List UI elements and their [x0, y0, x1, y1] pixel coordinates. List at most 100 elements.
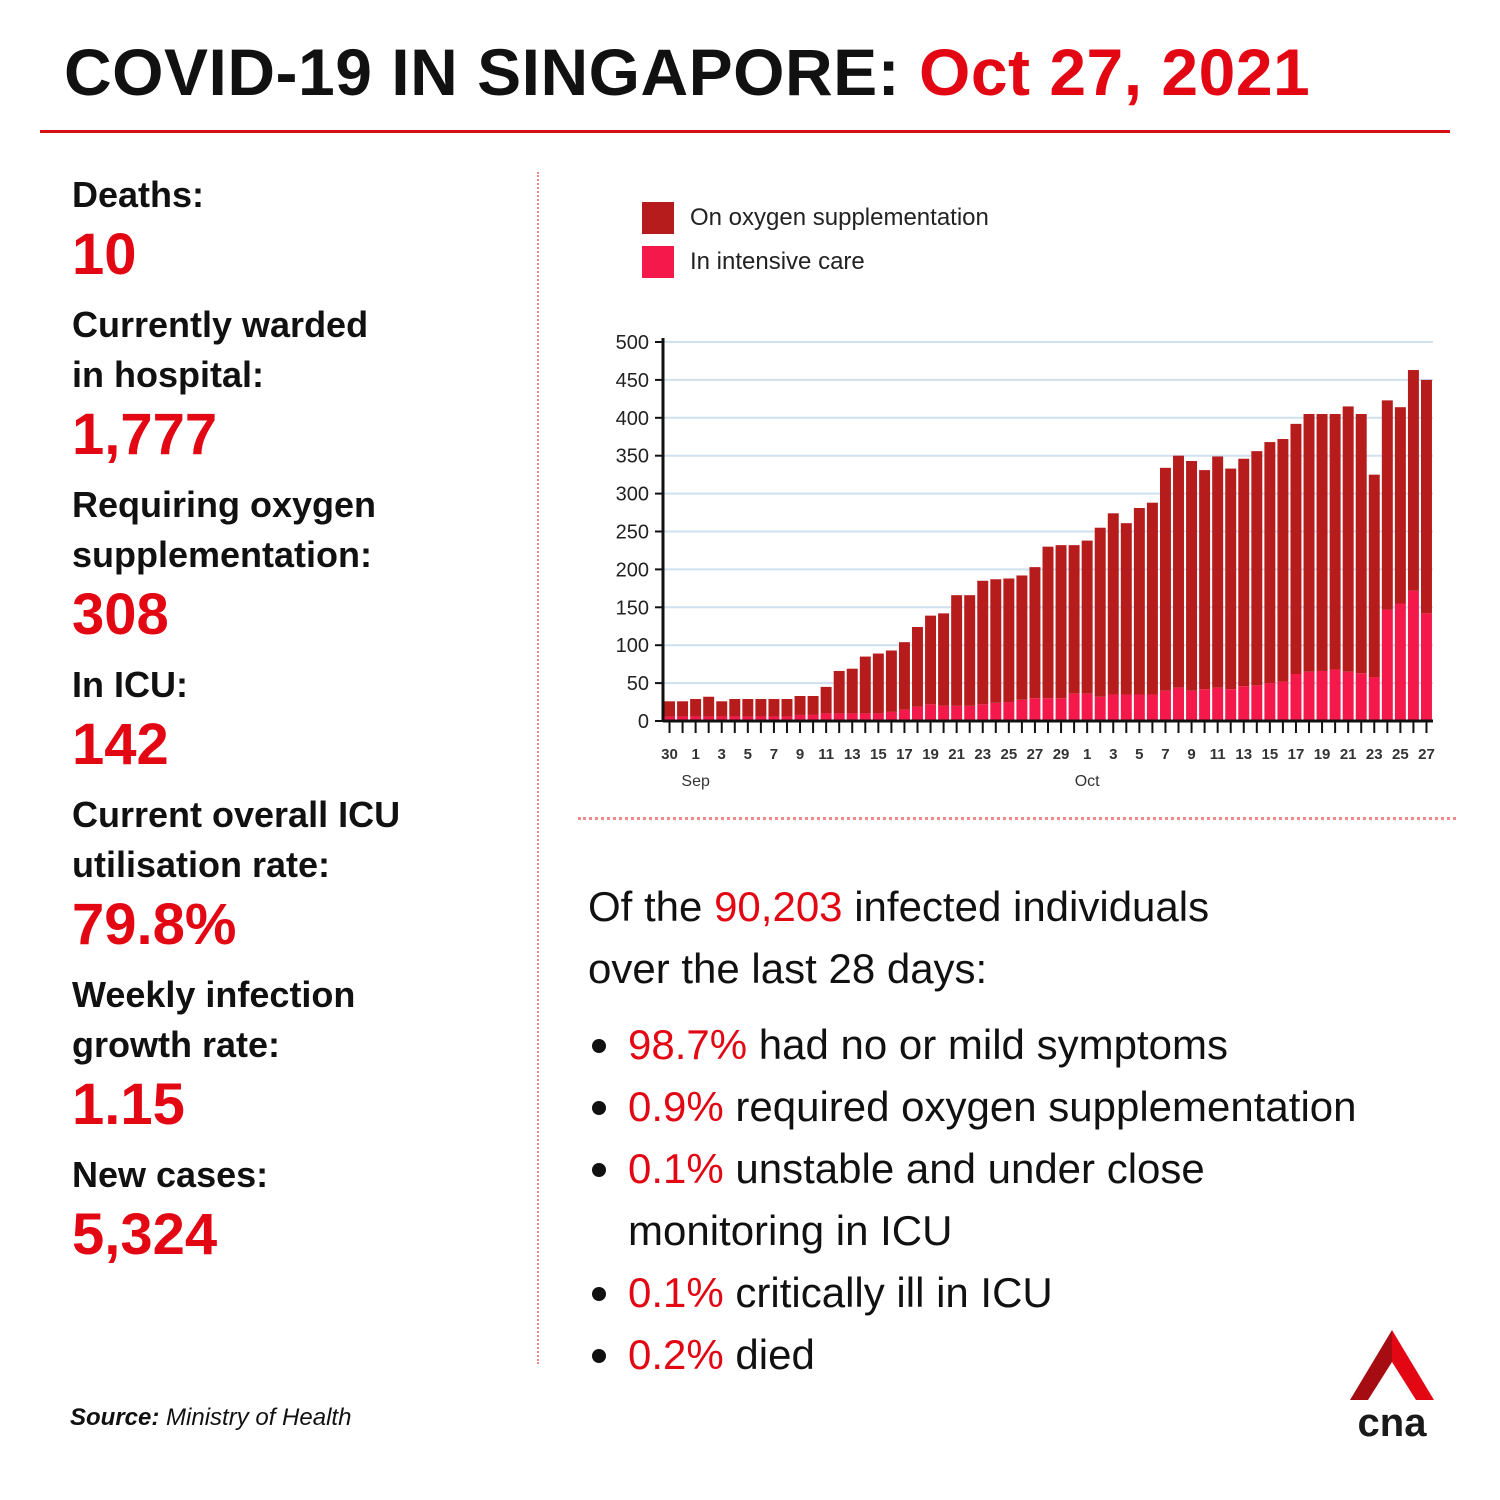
bullet-text: died: [735, 1331, 815, 1378]
summary-prefix: Of the: [588, 883, 703, 930]
bar-icu: [1199, 689, 1211, 721]
bar-oxygen: [1003, 578, 1015, 703]
stat-label: New cases:: [72, 1154, 269, 1195]
bar-icu: [938, 705, 950, 721]
summary-heading: Of the 90,203 infected individuals: [588, 876, 1478, 938]
x-tick-label: 25: [1001, 746, 1018, 763]
x-month-label: Oct: [1075, 773, 1100, 790]
bar-icu: [1355, 673, 1367, 721]
bar-oxygen: [677, 701, 689, 717]
x-tick-label: 3: [718, 746, 726, 763]
x-tick-label: 23: [974, 746, 991, 763]
x-tick-label: 19: [922, 746, 939, 763]
cna-logo: cna: [1350, 1330, 1434, 1442]
summary-heading-line2: over the last 28 days:: [588, 945, 988, 992]
bar-oxygen: [1225, 468, 1237, 690]
bar-icu: [716, 716, 728, 721]
bar-oxygen: [1368, 474, 1380, 678]
bar-icu: [1003, 702, 1015, 721]
y-tick-label: 300: [616, 484, 649, 506]
bar-oxygen: [1016, 575, 1028, 700]
stat-label: Weekly infection: [72, 974, 356, 1015]
bar-icu: [781, 716, 793, 721]
bar-oxygen: [1107, 513, 1119, 695]
x-tick-label: 17: [1288, 746, 1305, 763]
x-tick-label: 30: [661, 746, 678, 763]
bar-icu: [1159, 690, 1171, 721]
bar-icu: [1068, 693, 1080, 721]
source-text: Ministry of Health: [166, 1404, 352, 1431]
source-note: Source: Ministry of Health: [70, 1404, 351, 1432]
bar-icu: [1094, 696, 1106, 721]
x-tick-label: 5: [1135, 746, 1143, 763]
x-tick-label: 27: [1418, 746, 1435, 763]
bar-oxygen: [898, 642, 910, 710]
bar-oxygen: [1420, 379, 1432, 614]
stat-value: 5,324: [72, 1202, 218, 1267]
bar-icu: [1329, 669, 1341, 721]
x-tick-label: 13: [1235, 746, 1252, 763]
bar-oxygen: [872, 653, 884, 714]
bar-oxygen: [690, 699, 702, 717]
bar-oxygen: [1277, 439, 1289, 682]
bar-oxygen: [1394, 407, 1406, 604]
legend-swatch-oxygen: [642, 202, 674, 234]
x-tick-label: 1: [691, 746, 699, 763]
y-tick-label: 400: [616, 408, 649, 430]
bar-icu: [1186, 690, 1198, 721]
x-tick-label: 3: [1109, 746, 1117, 763]
bar-icu: [768, 716, 780, 721]
x-month-label: Sep: [681, 773, 710, 790]
bar-icu: [1407, 590, 1419, 721]
bar-oxygen: [1133, 508, 1145, 695]
stat-value: 142: [72, 712, 169, 777]
bar-icu: [1055, 698, 1067, 721]
list-item: 0.1% unstable and under close monitoring…: [588, 1138, 1308, 1262]
y-tick-label: 50: [627, 673, 649, 695]
bar-icu: [885, 711, 897, 721]
title-date: Oct 27, 2021: [918, 35, 1311, 109]
legend-label: In intensive care: [690, 248, 865, 275]
y-tick-label: 100: [616, 635, 649, 657]
bar-icu: [846, 713, 858, 721]
bar-oxygen: [1290, 423, 1302, 675]
stat-value: 79.8%: [72, 892, 237, 957]
stat-label: Requiring oxygen: [72, 484, 377, 525]
bar-icu: [664, 716, 676, 721]
bullet-text: critically ill in ICU: [735, 1269, 1053, 1316]
bar-oxygen: [1042, 546, 1054, 699]
summary-count: 90,203: [714, 883, 843, 930]
bar-icu: [1042, 698, 1054, 721]
bar-icu: [1081, 693, 1093, 721]
y-tick-label: 450: [616, 370, 649, 392]
bar-icu: [964, 705, 976, 721]
bar-icu: [951, 705, 963, 721]
bar-icu: [703, 716, 715, 721]
logo-mark-left: [1350, 1330, 1392, 1400]
vertical-divider: [537, 172, 539, 1364]
legend-swatch-icu: [642, 246, 674, 278]
bar-oxygen: [833, 670, 845, 714]
bar-icu: [990, 702, 1002, 721]
x-tick-label: 29: [1053, 746, 1070, 763]
bar-icu: [820, 713, 832, 721]
bar-oxygen: [1381, 400, 1393, 610]
bar-icu: [1225, 689, 1237, 721]
bar-oxygen: [1329, 414, 1341, 670]
legend-label: On oxygen supplementation: [690, 204, 989, 231]
x-tick-label: 17: [896, 746, 913, 763]
bar-oxygen: [859, 656, 871, 714]
x-tick-label: 25: [1392, 746, 1409, 763]
bar-icu: [1146, 694, 1158, 721]
bar-oxygen: [925, 615, 937, 705]
bar-icu: [1303, 671, 1315, 721]
y-tick-label: 0: [638, 711, 649, 733]
bar-oxygen: [990, 579, 1002, 703]
list-item: 0.9% required oxygen supplementation: [588, 1076, 1478, 1138]
bullet-pct: 0.1%: [628, 1145, 724, 1192]
bar-icu: [1290, 674, 1302, 721]
bar-icu: [1251, 685, 1263, 721]
x-tick-label: 11: [818, 746, 834, 763]
bar-oxygen: [703, 696, 715, 717]
bar-oxygen: [951, 595, 963, 706]
